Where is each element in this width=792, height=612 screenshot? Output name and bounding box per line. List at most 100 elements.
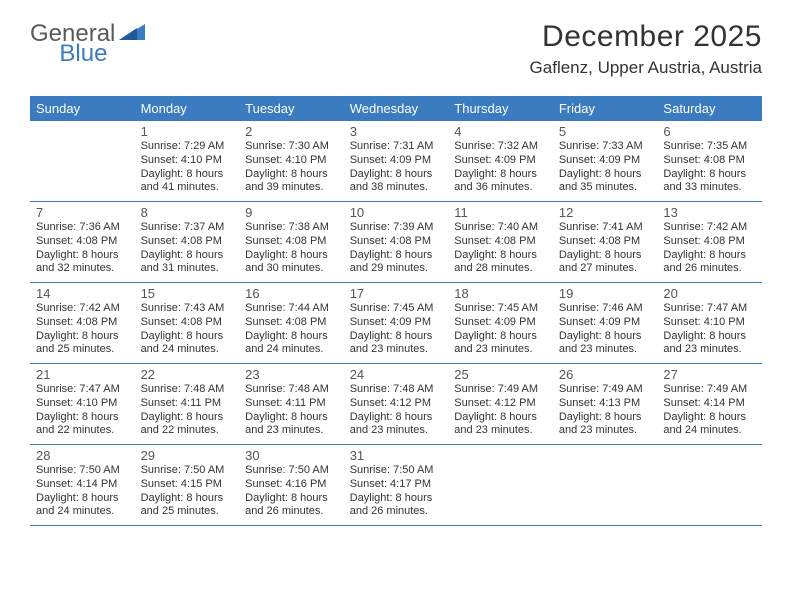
day-header-cell: Monday (135, 96, 240, 121)
day-info: Sunrise: 7:49 AMSunset: 4:14 PMDaylight:… (663, 383, 756, 438)
day-info: Sunrise: 7:50 AMSunset: 4:14 PMDaylight:… (36, 464, 129, 519)
day-info: Sunrise: 7:31 AMSunset: 4:09 PMDaylight:… (350, 140, 443, 195)
day-number: 26 (559, 367, 652, 382)
day-info: Sunrise: 7:50 AMSunset: 4:15 PMDaylight:… (141, 464, 234, 519)
day-number: 8 (141, 205, 234, 220)
day-number: 16 (245, 286, 338, 301)
day-cell: 22Sunrise: 7:48 AMSunset: 4:11 PMDayligh… (135, 364, 240, 444)
day-number: 7 (36, 205, 129, 220)
day-cell: 20Sunrise: 7:47 AMSunset: 4:10 PMDayligh… (657, 283, 762, 363)
day-cell: 29Sunrise: 7:50 AMSunset: 4:15 PMDayligh… (135, 445, 240, 525)
day-number: 22 (141, 367, 234, 382)
day-cell: 2Sunrise: 7:30 AMSunset: 4:10 PMDaylight… (239, 121, 344, 201)
day-info: Sunrise: 7:47 AMSunset: 4:10 PMDaylight:… (36, 383, 129, 438)
day-header-cell: Wednesday (344, 96, 449, 121)
day-info: Sunrise: 7:46 AMSunset: 4:09 PMDaylight:… (559, 302, 652, 357)
day-info: Sunrise: 7:41 AMSunset: 4:08 PMDaylight:… (559, 221, 652, 276)
day-number: 25 (454, 367, 547, 382)
day-number: 19 (559, 286, 652, 301)
day-number: 11 (454, 205, 547, 220)
day-info: Sunrise: 7:48 AMSunset: 4:12 PMDaylight:… (350, 383, 443, 438)
day-cell: 31Sunrise: 7:50 AMSunset: 4:17 PMDayligh… (344, 445, 449, 525)
day-cell: 4Sunrise: 7:32 AMSunset: 4:09 PMDaylight… (448, 121, 553, 201)
day-cell: 26Sunrise: 7:49 AMSunset: 4:13 PMDayligh… (553, 364, 658, 444)
day-cell: 7Sunrise: 7:36 AMSunset: 4:08 PMDaylight… (30, 202, 135, 282)
day-number: 6 (663, 124, 756, 139)
week-row: 21Sunrise: 7:47 AMSunset: 4:10 PMDayligh… (30, 364, 762, 445)
day-info: Sunrise: 7:45 AMSunset: 4:09 PMDaylight:… (454, 302, 547, 357)
week-row: 28Sunrise: 7:50 AMSunset: 4:14 PMDayligh… (30, 445, 762, 526)
day-info: Sunrise: 7:38 AMSunset: 4:08 PMDaylight:… (245, 221, 338, 276)
day-cell: 10Sunrise: 7:39 AMSunset: 4:08 PMDayligh… (344, 202, 449, 282)
location-text: Gaflenz, Upper Austria, Austria (530, 58, 762, 78)
day-number: 12 (559, 205, 652, 220)
day-cell: 6Sunrise: 7:35 AMSunset: 4:08 PMDaylight… (657, 121, 762, 201)
week-row: 7Sunrise: 7:36 AMSunset: 4:08 PMDaylight… (30, 202, 762, 283)
day-number: 2 (245, 124, 338, 139)
day-info: Sunrise: 7:37 AMSunset: 4:08 PMDaylight:… (141, 221, 234, 276)
day-info: Sunrise: 7:49 AMSunset: 4:13 PMDaylight:… (559, 383, 652, 438)
day-cell (448, 445, 553, 525)
day-info: Sunrise: 7:47 AMSunset: 4:10 PMDaylight:… (663, 302, 756, 357)
day-header-cell: Friday (553, 96, 658, 121)
logo-word-2: Blue (59, 40, 107, 68)
day-info: Sunrise: 7:43 AMSunset: 4:08 PMDaylight:… (141, 302, 234, 357)
day-info: Sunrise: 7:36 AMSunset: 4:08 PMDaylight:… (36, 221, 129, 276)
day-number: 13 (663, 205, 756, 220)
day-number: 31 (350, 448, 443, 463)
day-number: 9 (245, 205, 338, 220)
day-number: 4 (454, 124, 547, 139)
day-number: 10 (350, 205, 443, 220)
day-number: 3 (350, 124, 443, 139)
day-cell: 5Sunrise: 7:33 AMSunset: 4:09 PMDaylight… (553, 121, 658, 201)
day-cell: 24Sunrise: 7:48 AMSunset: 4:12 PMDayligh… (344, 364, 449, 444)
day-info: Sunrise: 7:48 AMSunset: 4:11 PMDaylight:… (141, 383, 234, 438)
day-cell (553, 445, 658, 525)
day-number: 18 (454, 286, 547, 301)
day-info: Sunrise: 7:42 AMSunset: 4:08 PMDaylight:… (663, 221, 756, 276)
day-number: 27 (663, 367, 756, 382)
day-number: 1 (141, 124, 234, 139)
day-header-row: SundayMondayTuesdayWednesdayThursdayFrid… (30, 96, 762, 121)
day-info: Sunrise: 7:39 AMSunset: 4:08 PMDaylight:… (350, 221, 443, 276)
day-cell: 21Sunrise: 7:47 AMSunset: 4:10 PMDayligh… (30, 364, 135, 444)
day-cell: 17Sunrise: 7:45 AMSunset: 4:09 PMDayligh… (344, 283, 449, 363)
day-info: Sunrise: 7:50 AMSunset: 4:16 PMDaylight:… (245, 464, 338, 519)
week-row: 1Sunrise: 7:29 AMSunset: 4:10 PMDaylight… (30, 121, 762, 202)
page-title: December 2025 (530, 20, 762, 54)
day-header-cell: Thursday (448, 96, 553, 121)
day-cell: 14Sunrise: 7:42 AMSunset: 4:08 PMDayligh… (30, 283, 135, 363)
day-cell: 23Sunrise: 7:48 AMSunset: 4:11 PMDayligh… (239, 364, 344, 444)
day-cell: 19Sunrise: 7:46 AMSunset: 4:09 PMDayligh… (553, 283, 658, 363)
day-cell (30, 121, 135, 201)
day-info: Sunrise: 7:30 AMSunset: 4:10 PMDaylight:… (245, 140, 338, 195)
week-row: 14Sunrise: 7:42 AMSunset: 4:08 PMDayligh… (30, 283, 762, 364)
day-cell: 15Sunrise: 7:43 AMSunset: 4:08 PMDayligh… (135, 283, 240, 363)
logo-mark-icon (119, 22, 145, 47)
day-number: 14 (36, 286, 129, 301)
day-cell: 12Sunrise: 7:41 AMSunset: 4:08 PMDayligh… (553, 202, 658, 282)
day-info: Sunrise: 7:35 AMSunset: 4:08 PMDaylight:… (663, 140, 756, 195)
day-cell: 3Sunrise: 7:31 AMSunset: 4:09 PMDaylight… (344, 121, 449, 201)
day-info: Sunrise: 7:40 AMSunset: 4:08 PMDaylight:… (454, 221, 547, 276)
day-info: Sunrise: 7:49 AMSunset: 4:12 PMDaylight:… (454, 383, 547, 438)
day-cell: 25Sunrise: 7:49 AMSunset: 4:12 PMDayligh… (448, 364, 553, 444)
day-cell: 13Sunrise: 7:42 AMSunset: 4:08 PMDayligh… (657, 202, 762, 282)
day-cell: 16Sunrise: 7:44 AMSunset: 4:08 PMDayligh… (239, 283, 344, 363)
day-cell (657, 445, 762, 525)
day-info: Sunrise: 7:45 AMSunset: 4:09 PMDaylight:… (350, 302, 443, 357)
day-info: Sunrise: 7:42 AMSunset: 4:08 PMDaylight:… (36, 302, 129, 357)
logo: General Blue (30, 20, 197, 48)
day-number: 21 (36, 367, 129, 382)
day-cell: 27Sunrise: 7:49 AMSunset: 4:14 PMDayligh… (657, 364, 762, 444)
day-number: 28 (36, 448, 129, 463)
day-info: Sunrise: 7:44 AMSunset: 4:08 PMDaylight:… (245, 302, 338, 357)
day-number: 30 (245, 448, 338, 463)
day-cell: 1Sunrise: 7:29 AMSunset: 4:10 PMDaylight… (135, 121, 240, 201)
day-cell: 18Sunrise: 7:45 AMSunset: 4:09 PMDayligh… (448, 283, 553, 363)
day-number: 15 (141, 286, 234, 301)
day-number: 29 (141, 448, 234, 463)
day-info: Sunrise: 7:50 AMSunset: 4:17 PMDaylight:… (350, 464, 443, 519)
day-cell: 28Sunrise: 7:50 AMSunset: 4:14 PMDayligh… (30, 445, 135, 525)
calendar: SundayMondayTuesdayWednesdayThursdayFrid… (30, 96, 762, 526)
